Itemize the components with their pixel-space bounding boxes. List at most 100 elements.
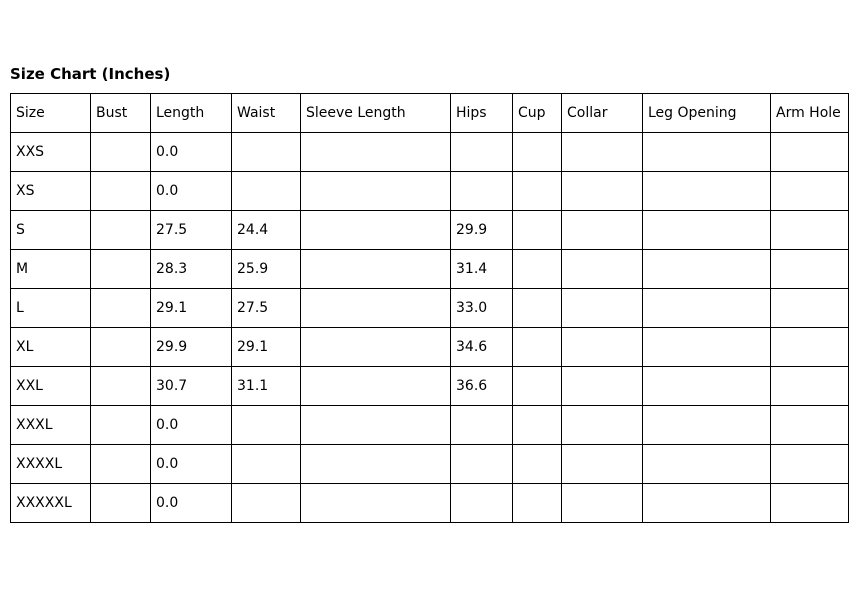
column-header-arm-hole: Arm Hole xyxy=(770,93,849,133)
table-cell xyxy=(770,483,849,523)
table-row-xxs: XXS 0.0 xyxy=(10,132,849,172)
table-cell xyxy=(300,483,451,523)
table-cell xyxy=(512,483,562,523)
table-cell: 29.1 xyxy=(231,327,301,367)
table-cell xyxy=(512,444,562,484)
size-chart-table: Size Bust Length Waist Sleeve Length Hip… xyxy=(10,93,849,523)
table-cell xyxy=(450,483,513,523)
table-cell: 29.9 xyxy=(450,210,513,250)
table-cell xyxy=(642,288,771,328)
table-cell xyxy=(300,366,451,406)
table-cell: XXS xyxy=(10,132,91,172)
table-cell xyxy=(512,249,562,289)
table-row-xxxxxl: XXXXXL 0.0 xyxy=(10,483,849,523)
table-cell xyxy=(231,444,301,484)
column-header-waist: Waist xyxy=(231,93,301,133)
table-cell: 28.3 xyxy=(150,249,232,289)
table-cell xyxy=(642,405,771,445)
table-cell xyxy=(642,132,771,172)
table-cell xyxy=(450,171,513,211)
table-cell xyxy=(512,171,562,211)
column-header-bust: Bust xyxy=(90,93,151,133)
table-cell xyxy=(770,327,849,367)
table-cell: S xyxy=(10,210,91,250)
table-row-xs: XS 0.0 xyxy=(10,171,849,211)
table-row-xl: XL 29.9 29.1 34.6 xyxy=(10,327,849,367)
table-cell xyxy=(450,444,513,484)
table-cell xyxy=(770,366,849,406)
table-cell: 0.0 xyxy=(150,444,232,484)
table-cell xyxy=(561,171,643,211)
table-row-xxl: XXL 30.7 31.1 36.6 xyxy=(10,366,849,406)
table-cell: 29.1 xyxy=(150,288,232,328)
table-cell xyxy=(300,444,451,484)
table-cell: 0.0 xyxy=(150,171,232,211)
table-cell xyxy=(561,483,643,523)
table-cell: 34.6 xyxy=(450,327,513,367)
table-cell xyxy=(90,327,151,367)
table-cell: XXXL xyxy=(10,405,91,445)
table-cell xyxy=(512,366,562,406)
table-row-m: M 28.3 25.9 31.4 xyxy=(10,249,849,289)
table-cell xyxy=(90,249,151,289)
table-cell: XXL xyxy=(10,366,91,406)
table-cell xyxy=(561,288,643,328)
column-header-length: Length xyxy=(150,93,232,133)
table-cell xyxy=(642,366,771,406)
table-cell: XXXXXL xyxy=(10,483,91,523)
table-cell xyxy=(90,405,151,445)
table-cell xyxy=(450,132,513,172)
table-cell xyxy=(90,483,151,523)
table-header-row: Size Bust Length Waist Sleeve Length Hip… xyxy=(10,93,849,133)
table-cell xyxy=(90,132,151,172)
table-cell: XS xyxy=(10,171,91,211)
table-row-xxxxl: XXXXL 0.0 xyxy=(10,444,849,484)
table-cell xyxy=(642,249,771,289)
table-cell: 25.9 xyxy=(231,249,301,289)
table-cell xyxy=(231,132,301,172)
table-row-s: S 27.5 24.4 29.9 xyxy=(10,210,849,250)
table-cell xyxy=(642,210,771,250)
table-cell xyxy=(300,327,451,367)
table-cell xyxy=(90,288,151,328)
column-header-leg-opening: Leg Opening xyxy=(642,93,771,133)
column-header-cup: Cup xyxy=(512,93,562,133)
table-cell xyxy=(300,249,451,289)
table-cell: L xyxy=(10,288,91,328)
table-cell: 0.0 xyxy=(150,405,232,445)
table-cell: 29.9 xyxy=(150,327,232,367)
table-cell xyxy=(512,405,562,445)
table-cell: 33.0 xyxy=(450,288,513,328)
table-cell xyxy=(770,288,849,328)
table-cell xyxy=(300,132,451,172)
table-cell: XXXXL xyxy=(10,444,91,484)
table-cell: 30.7 xyxy=(150,366,232,406)
table-cell xyxy=(561,444,643,484)
table-cell xyxy=(770,132,849,172)
table-cell xyxy=(512,210,562,250)
table-cell: 27.5 xyxy=(231,288,301,328)
table-cell xyxy=(512,132,562,172)
table-cell xyxy=(450,405,513,445)
table-cell xyxy=(231,405,301,445)
table-cell xyxy=(300,288,451,328)
table-cell xyxy=(512,327,562,367)
table-cell xyxy=(770,405,849,445)
page-title: Size Chart (Inches) xyxy=(10,65,171,83)
table-cell xyxy=(770,444,849,484)
table-cell xyxy=(90,171,151,211)
column-header-collar: Collar xyxy=(561,93,643,133)
table-cell xyxy=(561,132,643,172)
table-cell xyxy=(90,366,151,406)
table-cell xyxy=(770,249,849,289)
table-cell xyxy=(561,210,643,250)
table-cell xyxy=(90,444,151,484)
table-cell xyxy=(642,444,771,484)
table-row-xxxl: XXXL 0.0 xyxy=(10,405,849,445)
table-cell xyxy=(561,405,643,445)
table-cell xyxy=(770,210,849,250)
table-cell xyxy=(561,327,643,367)
table-cell xyxy=(561,249,643,289)
table-cell xyxy=(231,171,301,211)
table-cell xyxy=(770,171,849,211)
